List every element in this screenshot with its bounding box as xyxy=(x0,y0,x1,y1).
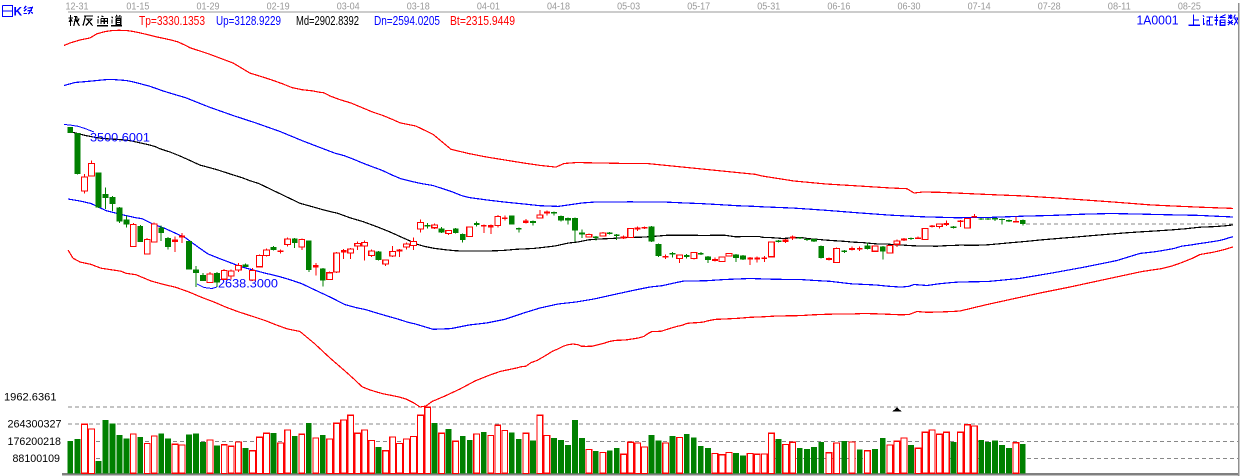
svg-text:176200218: 176200218 xyxy=(8,436,62,448)
svg-text:K: K xyxy=(14,5,23,19)
svg-text:01-15: 01-15 xyxy=(126,2,149,13)
svg-text:02-19: 02-19 xyxy=(267,2,290,13)
svg-text:08-11: 08-11 xyxy=(1108,2,1131,13)
svg-text:12-31: 12-31 xyxy=(66,2,89,13)
svg-text:03-18: 03-18 xyxy=(407,2,430,13)
svg-text:07-14: 07-14 xyxy=(968,2,991,13)
svg-text:05-31: 05-31 xyxy=(757,2,780,13)
svg-text:06-30: 06-30 xyxy=(898,2,921,13)
svg-text:88100109: 88100109 xyxy=(13,453,61,465)
svg-text:Bt=2315.9449: Bt=2315.9449 xyxy=(450,14,515,28)
svg-text:05-03: 05-03 xyxy=(617,2,640,13)
svg-text:06-16: 06-16 xyxy=(827,2,850,13)
svg-text:264300327: 264300327 xyxy=(8,419,62,431)
svg-text:1962.6361: 1962.6361 xyxy=(4,392,57,404)
svg-text:3500.6001: 3500.6001 xyxy=(90,131,150,145)
svg-text:03-04: 03-04 xyxy=(337,2,360,13)
svg-text:Dn=2594.0205: Dn=2594.0205 xyxy=(374,14,440,28)
svg-text:1A0001: 1A0001 xyxy=(1137,13,1179,28)
svg-text:05-17: 05-17 xyxy=(687,2,710,13)
svg-text:01-29: 01-29 xyxy=(197,2,220,13)
svg-text:Up=3128.9229: Up=3128.9229 xyxy=(216,14,281,28)
svg-text:2638.3000: 2638.3000 xyxy=(218,277,278,291)
svg-text:08-25: 08-25 xyxy=(1178,2,1201,13)
svg-text:Tp=3330.1353: Tp=3330.1353 xyxy=(139,14,205,28)
svg-text:04-01: 04-01 xyxy=(477,2,500,13)
svg-text:Md=2902.8392: Md=2902.8392 xyxy=(296,14,359,28)
svg-text:07-28: 07-28 xyxy=(1038,2,1061,13)
svg-text:04-18: 04-18 xyxy=(547,2,570,13)
